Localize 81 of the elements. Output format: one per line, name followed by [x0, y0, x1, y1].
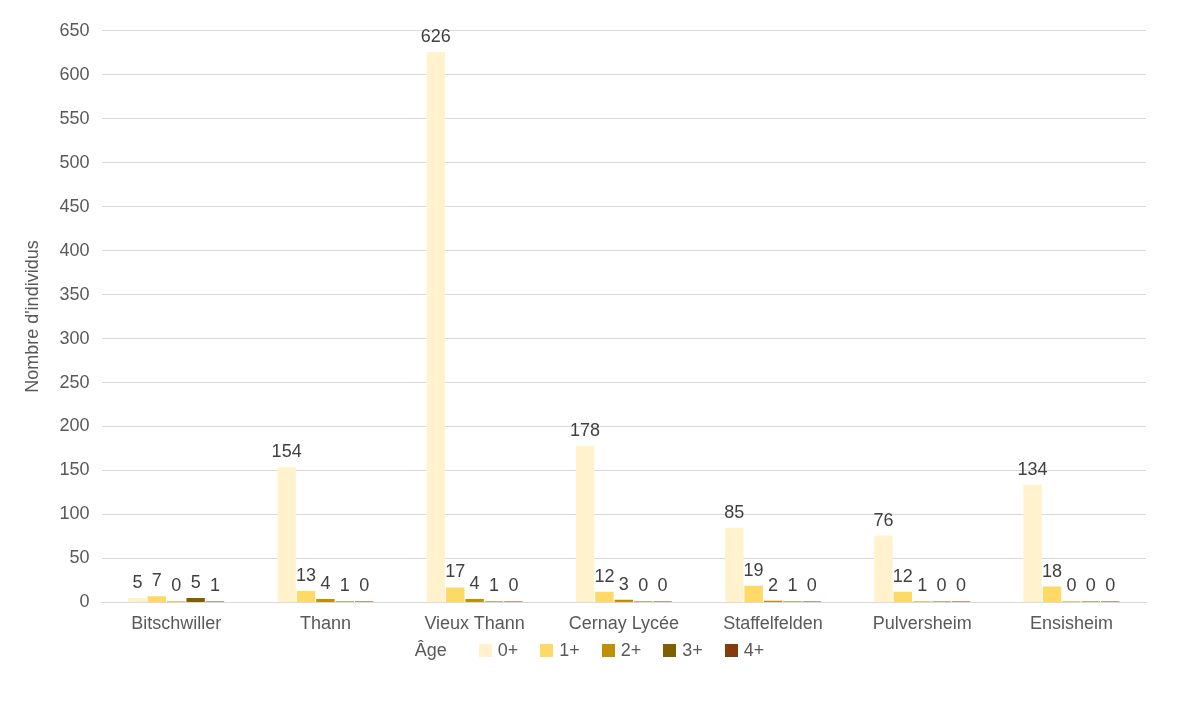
legend-label: 2+: [619, 640, 642, 661]
y-tick-label: 250: [59, 371, 90, 392]
data-label: 5: [190, 571, 201, 592]
bar: [595, 591, 614, 602]
data-label: 1: [917, 575, 928, 596]
data-label: 0: [657, 575, 668, 596]
bar: [614, 599, 634, 602]
data-label: 0: [171, 575, 182, 596]
y-tick-label: 300: [59, 327, 90, 348]
data-label: 134: [1017, 458, 1048, 479]
data-label: 18: [1041, 560, 1063, 581]
data-label: 178: [570, 419, 601, 440]
bar: [893, 591, 913, 602]
y-tick-label: 400: [59, 239, 90, 260]
data-label: 0: [359, 575, 370, 596]
data-label: 7: [151, 570, 162, 591]
x-tick-label: Ensisheim: [1029, 613, 1113, 634]
x-tick-label: Bitschwiller: [131, 613, 222, 634]
y-tick-label: 200: [59, 415, 90, 436]
bar: [725, 527, 744, 602]
data-label: 85: [724, 501, 745, 522]
y-tick-label: 550: [59, 107, 90, 128]
y-tick-label: 100: [59, 503, 90, 524]
bar: [277, 466, 296, 602]
y-axis-title: Nombre d'individus: [21, 240, 42, 393]
data-label: 0: [955, 575, 967, 596]
data-label: 1: [787, 575, 798, 596]
y-tick-label: 650: [59, 19, 90, 40]
data-label: 12: [892, 565, 913, 586]
data-label: 3: [618, 573, 629, 594]
data-label: 1: [210, 575, 221, 596]
data-label: 76: [873, 509, 894, 530]
y-tick-label: 350: [59, 283, 90, 304]
legend-label: 4+: [742, 640, 765, 661]
bar: [465, 598, 484, 602]
data-label: 0: [638, 575, 649, 596]
data-label: 626: [420, 25, 451, 46]
data-label: 5: [132, 571, 143, 592]
bar: [744, 585, 763, 602]
bar: [1023, 484, 1042, 602]
legend-label: 1+: [558, 640, 580, 661]
x-tick-label: Cernay Lycée: [568, 613, 680, 634]
data-label: 17: [445, 561, 466, 582]
bar: [128, 598, 147, 602]
bar: [296, 590, 316, 602]
y-tick-label: 50: [69, 547, 90, 568]
bar: [147, 596, 167, 602]
bar: [446, 587, 465, 602]
data-label: 12: [594, 565, 615, 586]
y-tick-label: 500: [59, 151, 90, 172]
data-label: 154: [271, 440, 302, 461]
legend-label: 3+: [681, 640, 703, 661]
data-label: 1: [339, 575, 350, 596]
data-label: 0: [936, 575, 947, 596]
y-tick-label: 450: [59, 195, 90, 216]
data-label: 0: [1105, 575, 1116, 596]
data-label: 0: [1085, 575, 1096, 596]
bar: [874, 535, 893, 602]
data-label: 19: [743, 559, 764, 580]
legend-title: Âge: [414, 640, 447, 661]
data-label: 4: [469, 572, 480, 593]
data-label: 0: [1066, 575, 1077, 596]
data-label: 13: [296, 564, 317, 585]
bar: [316, 598, 335, 602]
y-tick-label: 600: [59, 63, 90, 84]
bar: [186, 598, 205, 602]
data-label: 2: [768, 574, 779, 595]
legend-label: 0+: [496, 640, 519, 661]
bar: [575, 445, 595, 602]
data-label: 4: [320, 572, 331, 593]
x-tick-label: Pulversheim: [872, 613, 972, 634]
x-tick-label: Vieux Thann: [424, 613, 525, 634]
y-tick-label: 0: [79, 591, 90, 612]
bar: [426, 51, 446, 602]
data-label: 0: [508, 575, 519, 596]
y-tick-label: 150: [59, 459, 90, 480]
data-label: 1: [489, 575, 500, 596]
data-label: 0: [806, 575, 817, 596]
bar: [1042, 586, 1062, 602]
x-tick-label: Staffelfelden: [723, 613, 823, 634]
x-tick-label: Thann: [299, 613, 351, 634]
